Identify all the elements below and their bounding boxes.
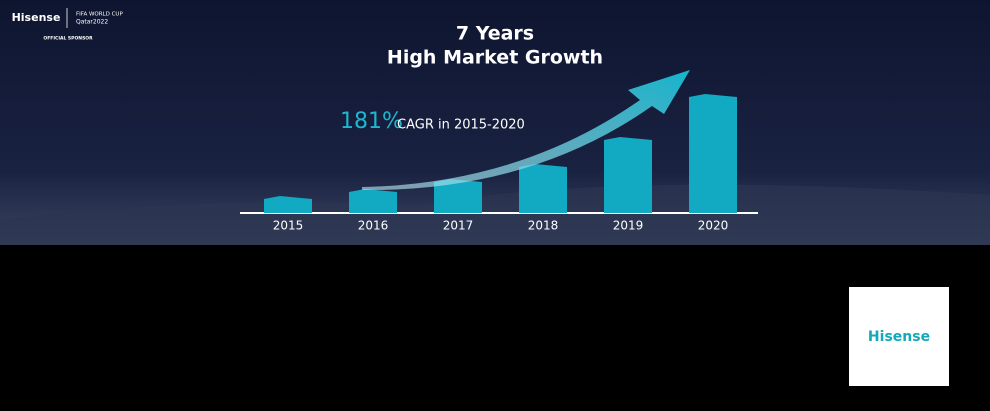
chart-subtitle: High Market Growth [387, 47, 603, 69]
x-tick-label: 2017 [443, 219, 474, 233]
bar [604, 137, 652, 213]
bar [434, 179, 482, 213]
logo-box [849, 287, 949, 386]
dune [0, 184, 990, 245]
x-tick-label: 2015 [273, 219, 304, 233]
x-tick-label: 2020 [698, 219, 729, 233]
x-tick-label: 2016 [358, 219, 389, 233]
brand-logo: Hisense [12, 11, 61, 24]
growth-arrow [362, 70, 690, 191]
bar [519, 164, 567, 213]
event-line: FIFA WORLD CUP [76, 12, 123, 18]
bar [689, 94, 737, 213]
chart-title: 7 Years [456, 23, 534, 45]
sponsor-label: OFFICIAL SPONSOR [43, 36, 93, 42]
x-tick-label: 2018 [528, 219, 559, 233]
annotation-value: 181% [340, 109, 403, 134]
bar [349, 189, 397, 213]
bar [264, 196, 312, 213]
x-tick-label: 2019 [613, 219, 644, 233]
annotation-text: CAGR in 2015-2020 [397, 118, 525, 133]
event-line: Qatar2022 [76, 19, 108, 26]
logo-box-brand: Hisense [868, 329, 930, 345]
bars [264, 94, 737, 213]
